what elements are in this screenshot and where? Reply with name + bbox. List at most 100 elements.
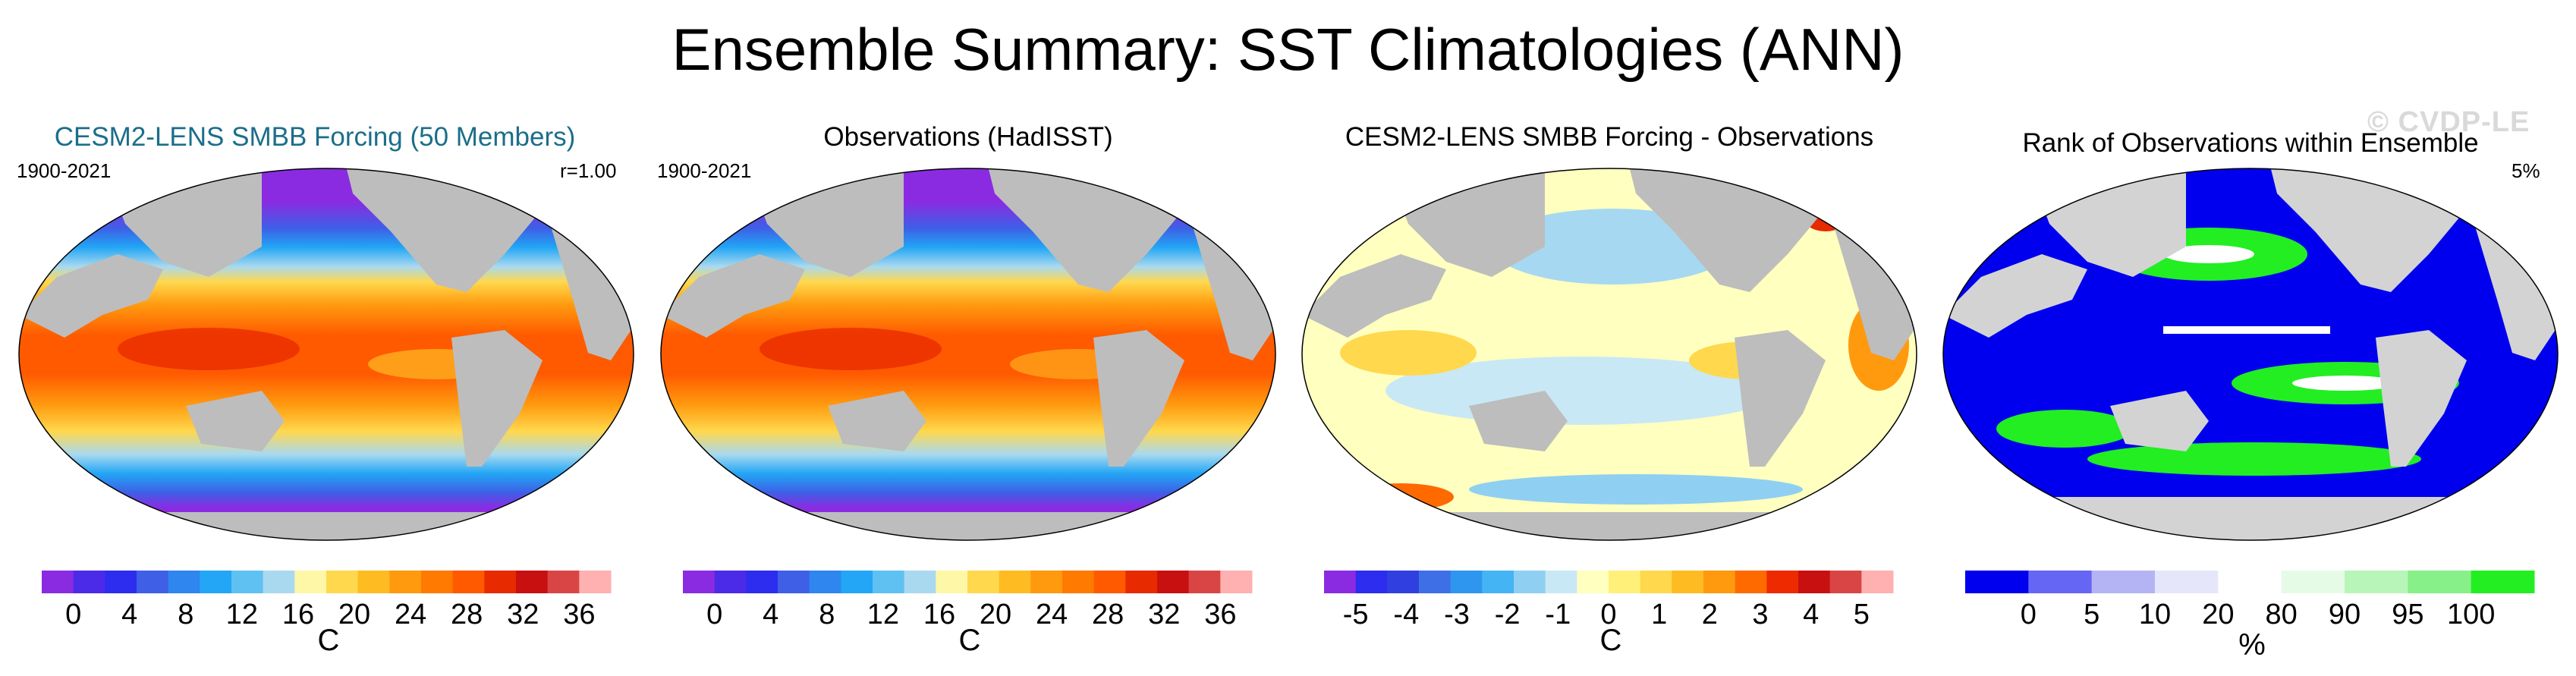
colorbar-swatch: [1125, 571, 1158, 593]
colorbar-tick-label: -4: [1393, 599, 1419, 630]
colorbar-swatch: [1829, 571, 1862, 593]
colorbar-2: 0 4 8 12 16 20 24 28 32 36: [683, 571, 1253, 630]
colorbar-swatch: [1577, 571, 1609, 593]
colorbar-swatch: [841, 571, 873, 593]
colorbar-swatch: [484, 571, 517, 593]
panel-1-title: CESM2-LENS SMBB Forcing (50 Members): [54, 122, 576, 152]
watermark: © CVDP-LE: [2367, 106, 2530, 138]
colorbar-tick-label: 0: [706, 599, 722, 630]
land-africa-europe: [661, 254, 805, 338]
colorbar-tick-label: 4: [121, 599, 137, 630]
land-antarctica: [1302, 512, 1917, 540]
colorbar-swatch: [1093, 571, 1126, 593]
colorbar-swatch: [1766, 571, 1799, 593]
colorbar-swatch: [778, 571, 810, 593]
colorbar-3-unit: C: [1599, 624, 1622, 657]
colorbar-swatch: [1387, 571, 1420, 593]
colorbar-swatch: [263, 571, 295, 593]
figure-title: Ensemble Summary: SST Climatologies (ANN…: [672, 16, 1904, 83]
colorbar-swatch: [516, 571, 549, 593]
land-africa-europe: [1943, 254, 2087, 338]
rank-mid-equatorial: [2163, 326, 2330, 334]
colorbar-swatch: [999, 571, 1031, 593]
colorbar-swatch: [421, 571, 454, 593]
colorbar-swatch: [389, 571, 422, 593]
colorbar-swatch: [547, 571, 580, 593]
colorbar-tick-label: 0: [2021, 599, 2037, 630]
colorbar-tick-label: 12: [867, 599, 899, 630]
colorbar-tick-label: 2: [1702, 599, 1718, 630]
colorbar-swatch: [1640, 571, 1672, 593]
colorbar-swatch: [1450, 571, 1483, 593]
colorbar-swatch: [1482, 571, 1514, 593]
colorbar-swatch: [1735, 571, 1767, 593]
colorbar-swatch: [1798, 571, 1831, 593]
colorbar-tick-label: 12: [226, 599, 258, 630]
colorbar-swatch: [2155, 571, 2219, 593]
colorbar-swatch: [967, 571, 1000, 593]
colorbar-swatch: [1609, 571, 1641, 593]
colorbar-swatch: [1545, 571, 1577, 593]
land-antarctica: [19, 512, 634, 540]
rank-high-indian: [1996, 410, 2133, 448]
colorbar-tick-label: 0: [65, 599, 81, 630]
colorbar-swatch: [904, 571, 936, 593]
colorbar-tick-label: 4: [1803, 599, 1819, 630]
colorbar-swatch: [936, 571, 968, 593]
panel-1-stat: r=1.00: [560, 159, 617, 182]
rank-mid-south-pacific: [2292, 376, 2398, 391]
colorbar-swatch: [231, 571, 264, 593]
colorbar-tick-label: 16: [282, 599, 314, 630]
panel-2-title: Observations (HadISST): [823, 122, 1113, 152]
colorbar-tick-label: 20: [980, 599, 1011, 630]
colorbar-swatch: [105, 571, 137, 593]
land-australia: [186, 391, 285, 451]
colorbar-tick-label: 8: [819, 599, 835, 630]
colorbar-swatch: [2345, 571, 2408, 593]
colorbar-swatch: [2408, 571, 2472, 593]
colorbar-3: -5 -4 -3 -2 -1 0 1 2 3 4 5: [1324, 571, 1894, 630]
colorbar-swatch: [1188, 571, 1221, 593]
colorbar-tick-label: 90: [2329, 599, 2361, 630]
colorbar-swatch: [1965, 571, 2029, 593]
panel-2-period: 1900-2021: [657, 159, 752, 182]
colorbar-swatch: [714, 571, 747, 593]
colorbar-tick-label: 28: [1092, 599, 1124, 630]
panel-1-period: 1900-2021: [17, 159, 112, 182]
panel-4-title: Rank of Observations within Ensemble: [2022, 128, 2479, 158]
warm-bias-indian: [1340, 330, 1477, 376]
colorbar-swatch: [809, 571, 841, 593]
colorbar-swatch: [357, 571, 390, 593]
colorbar-2-unit: C: [958, 624, 981, 657]
colorbar-swatch: [2281, 571, 2345, 593]
rank-mid-north-pacific: [2163, 245, 2254, 263]
warm-pool: [118, 328, 300, 370]
colorbar-tick-label: 36: [563, 599, 595, 630]
land-south-america: [2376, 330, 2467, 467]
colorbar-swatch: [1220, 571, 1253, 593]
colorbar-tick-label: 80: [2266, 599, 2298, 630]
colorbar-swatch: [1861, 571, 1894, 593]
colorbar-tick-label: 20: [338, 599, 370, 630]
colorbar-swatch: [2091, 571, 2156, 593]
colorbar-tick-label: 95: [2392, 599, 2423, 630]
land-antarctica: [661, 512, 1275, 540]
map-difference: [1301, 168, 1917, 541]
warm-bias-southern: [1348, 483, 1454, 511]
colorbar-tick-label: 100: [2447, 599, 2495, 630]
colorbar-swatch: [683, 571, 716, 593]
colorbar-swatch: [2218, 571, 2282, 593]
colorbar-tick-label: 4: [763, 599, 778, 630]
colorbar-swatch: [1703, 571, 1736, 593]
panel-4-stat: 5%: [2512, 159, 2540, 182]
colorbar-tick-label: 8: [178, 599, 193, 630]
cool-bias-southern: [1469, 474, 1803, 505]
warm-pool: [760, 328, 942, 370]
colorbar-tick-label: 3: [1752, 599, 1768, 630]
colorbar-tick-label: 16: [923, 599, 955, 630]
colorbar-swatch: [73, 571, 105, 593]
panel-3-title: CESM2-LENS SMBB Forcing - Observations: [1345, 122, 1874, 152]
colorbar-tick-label: 28: [451, 599, 483, 630]
land-australia: [828, 391, 926, 451]
colorbar-tick-label: 32: [507, 599, 539, 630]
